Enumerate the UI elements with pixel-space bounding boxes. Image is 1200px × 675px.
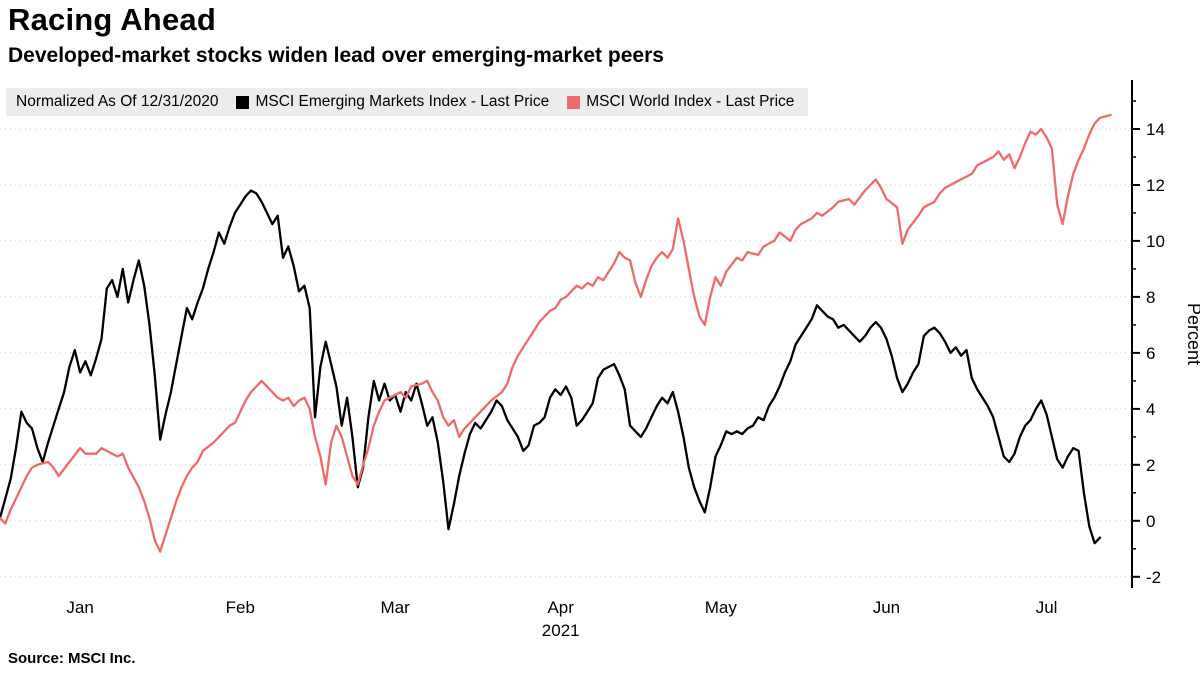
svg-text:6: 6 (1146, 344, 1155, 363)
source-attribution: Source: MSCI Inc. (8, 650, 136, 667)
legend-normalized-note: Normalized As Of 12/31/2020 (16, 93, 218, 111)
svg-text:Apr: Apr (547, 598, 574, 617)
chart-legend: Normalized As Of 12/31/2020 MSCI Emergin… (6, 88, 809, 116)
legend-normalized-label: Normalized As Of 12/31/2020 (16, 93, 219, 110)
svg-text:-2: -2 (1146, 568, 1161, 587)
legend-emerging-markets-label: MSCI Emerging Markets Index - Last Price (255, 93, 550, 110)
svg-text:0: 0 (1146, 512, 1155, 531)
svg-text:14: 14 (1146, 120, 1165, 139)
svg-text:8: 8 (1146, 288, 1155, 307)
svg-text:2021: 2021 (542, 621, 580, 640)
legend-item-world-index[interactable]: MSCI World Index - Last Price (567, 93, 794, 111)
legend-item-emerging-markets[interactable]: MSCI Emerging Markets Index - Last Price (236, 93, 549, 111)
legend-world-index-label: MSCI World Index - Last Price (586, 93, 795, 110)
emerging-markets-swatch-icon (236, 95, 250, 109)
svg-text:2: 2 (1146, 456, 1155, 475)
svg-text:May: May (705, 598, 738, 617)
svg-text:10: 10 (1146, 232, 1165, 251)
svg-text:4: 4 (1146, 400, 1155, 419)
svg-text:Jul: Jul (1036, 598, 1058, 617)
page-subtitle: Developed-market stocks widen lead over … (8, 44, 664, 67)
svg-text:Mar: Mar (380, 598, 410, 617)
page-title: Racing Ahead (8, 2, 216, 37)
svg-text:12: 12 (1146, 176, 1165, 195)
chart-area: -2 0 2 4 6 8 10 12 14 Jan Feb Mar Apr May Jun Jul 2021 Pe… (0, 76, 1200, 641)
world-index-swatch-icon (567, 95, 581, 109)
y-axis-title: Percent (1184, 303, 1200, 365)
svg-text:Jun: Jun (873, 598, 900, 617)
svg-text:Feb: Feb (226, 598, 255, 617)
svg-text:Jan: Jan (66, 598, 93, 617)
chart-canvas: -2 0 2 4 6 8 10 12 14 Jan Feb Mar Apr May Jun Jul 2021 Pe… (0, 80, 1200, 640)
